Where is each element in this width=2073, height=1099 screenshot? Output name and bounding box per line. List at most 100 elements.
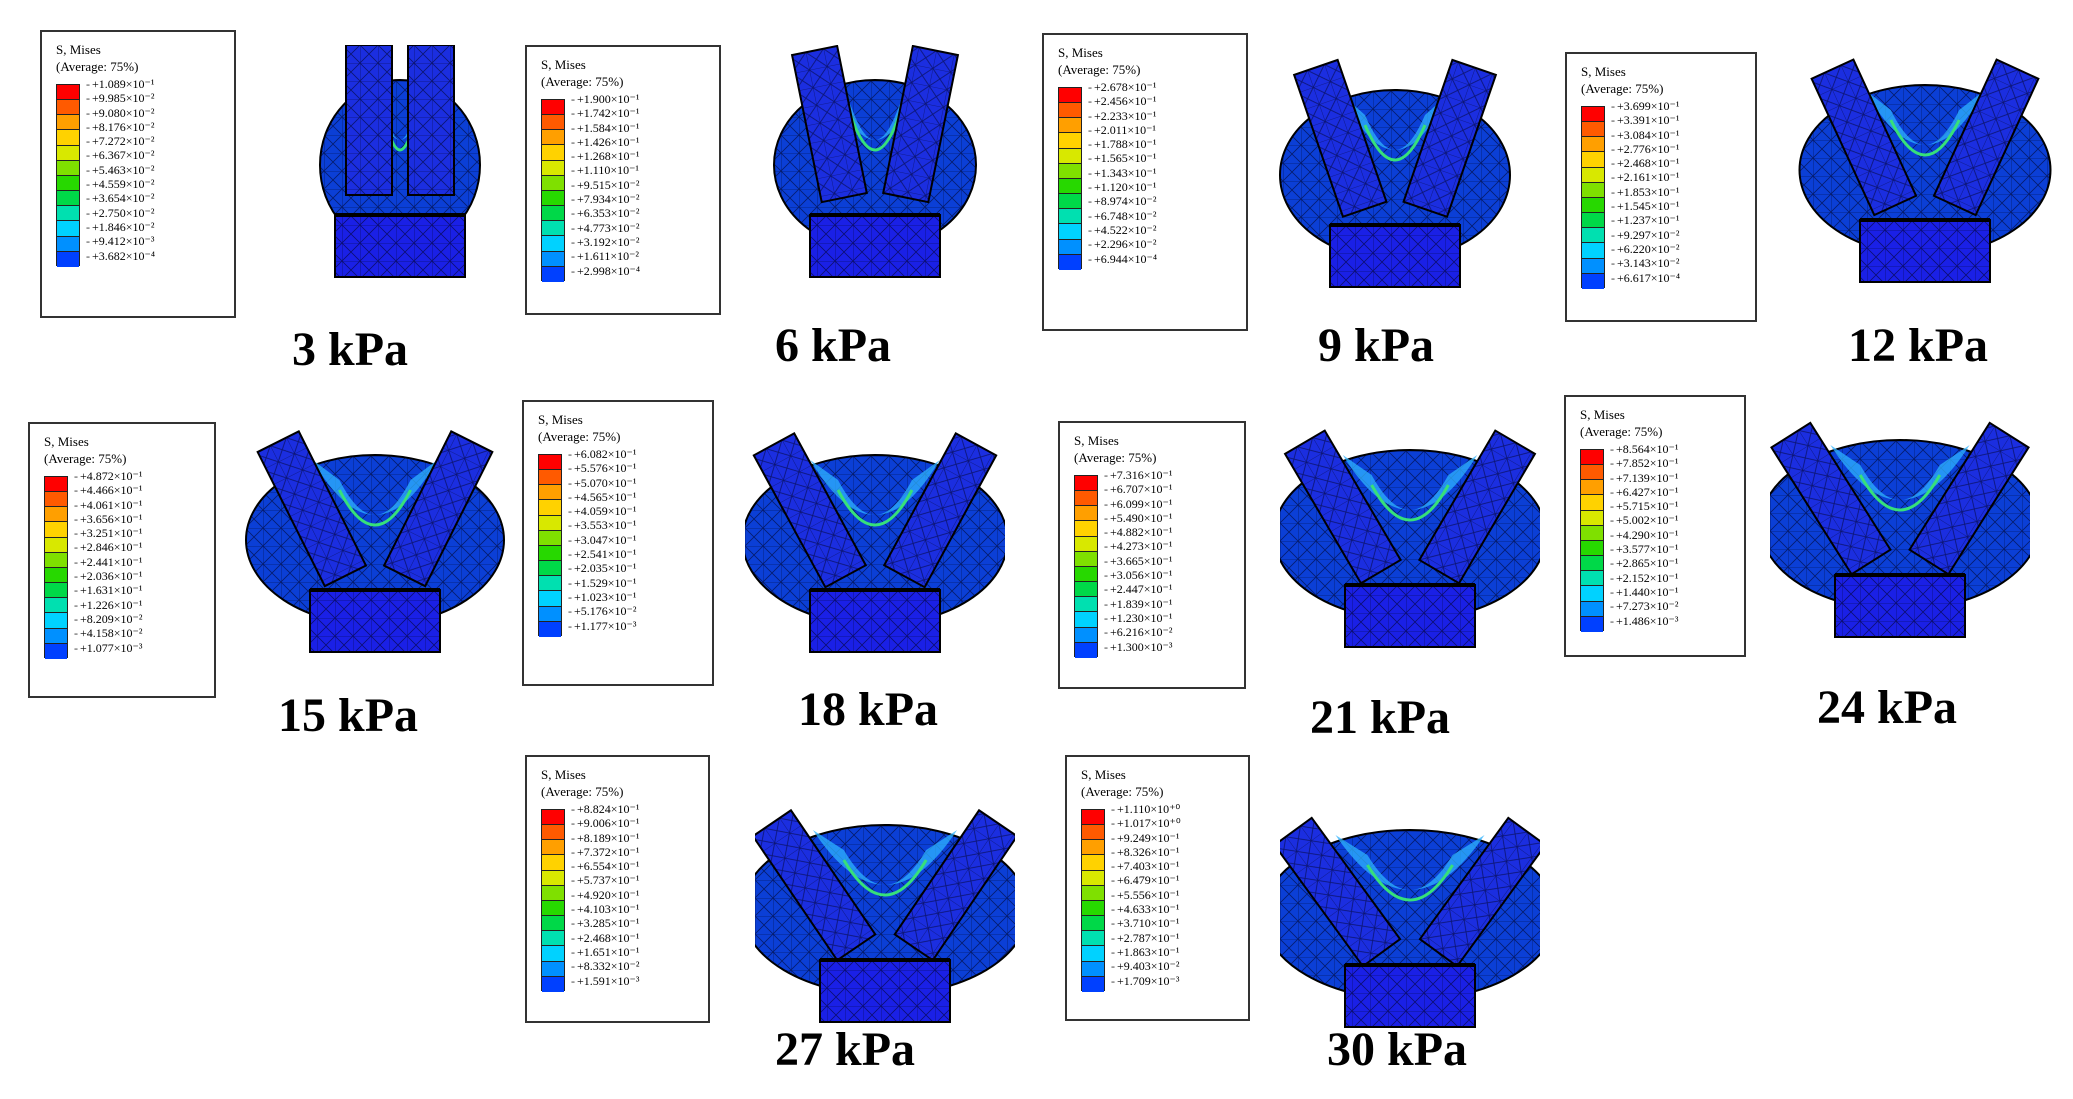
legend-value: +4.920×10⁻¹ [571, 888, 639, 902]
legend-value: +5.576×10⁻¹ [568, 461, 636, 475]
color-scale-cell [1082, 885, 1104, 901]
legend-title: S, Mises [538, 412, 583, 427]
legend-value: +3.577×10⁻¹ [1610, 542, 1678, 556]
legend-box: S, Mises (Average: 75%) +1.900×10⁻¹+1.742×… [525, 45, 721, 315]
legend-value: +8.189×10⁻¹ [571, 831, 639, 845]
color-scale-cell [542, 251, 564, 267]
legend-value: +2.468×10⁻¹ [1611, 156, 1680, 170]
color-scale-cell [1581, 510, 1603, 526]
color-scale-bar [541, 99, 565, 282]
color-scale-cell [1082, 900, 1104, 917]
gripper-stress-model [1795, 50, 2055, 315]
color-scale-cell [1059, 239, 1081, 255]
legend-value: +2.846×10⁻¹ [74, 540, 142, 554]
gripper-stress-model [245, 420, 505, 685]
color-scale-bar [1074, 475, 1098, 658]
color-scale-cell [57, 145, 79, 161]
color-scale-cell [1059, 224, 1081, 240]
legend-value: +1.426×10⁻¹ [571, 135, 640, 149]
legend-subtitle: (Average: 75%) [538, 429, 621, 444]
legend-value: +7.934×10⁻² [571, 192, 640, 206]
legend-value: +2.036×10⁻¹ [74, 569, 142, 583]
pressure-label: 12 kPa [1848, 319, 1989, 372]
gripper-stress-model [1759, 405, 2041, 670]
color-scale-cell [542, 900, 564, 917]
color-scale-cell [1582, 182, 1604, 198]
color-scale-cell [45, 552, 67, 568]
legend-value: +6.353×10⁻² [571, 206, 640, 220]
color-scale-cell [1059, 163, 1081, 179]
color-scale-cell [57, 221, 79, 237]
legend-value: +3.391×10⁻¹ [1611, 113, 1680, 127]
legend-values: +1.110×10⁺⁰+1.017×10⁺⁰+9.249×10⁻¹+8.326×… [1111, 802, 1181, 988]
legend-value: +1.486×10⁻³ [1610, 614, 1678, 628]
color-scale-cell [45, 598, 67, 614]
color-scale-cell [542, 946, 564, 962]
legend-value: +5.176×10⁻² [568, 604, 636, 618]
legend-box: S, Mises (Average: 75%) +2.678×10⁻¹+2.456×… [1042, 33, 1248, 331]
legend-value: +1.853×10⁻¹ [1611, 185, 1680, 199]
legend-value: +1.545×10⁻¹ [1611, 199, 1680, 213]
legend-value: +2.750×10⁻² [86, 206, 155, 220]
legend-value: +2.776×10⁻¹ [1611, 142, 1680, 156]
legend-value: +8.176×10⁻² [86, 120, 155, 134]
legend-value: +7.273×10⁻² [1610, 599, 1678, 613]
legend-value: +9.403×10⁻² [1111, 959, 1181, 973]
legend-box: S, Mises (Average: 75%) +6.082×10⁻¹+5.576×… [522, 400, 714, 686]
color-scale-cell [1075, 597, 1097, 613]
legend-subtitle: (Average: 75%) [541, 784, 624, 799]
legend-value: +1.089×10⁻¹ [86, 77, 155, 91]
legend-value: +4.273×10⁻¹ [1104, 539, 1172, 553]
legend-value: +1.651×10⁻¹ [571, 945, 639, 959]
legend-value: +9.515×10⁻² [571, 178, 640, 192]
color-scale-cell [539, 455, 561, 471]
legend-value: +1.631×10⁻¹ [74, 583, 142, 597]
legend-value: +3.285×10⁻¹ [571, 916, 639, 930]
color-scale-cell [1059, 148, 1081, 164]
color-scale-cell [57, 115, 79, 131]
color-scale-cell [1059, 178, 1081, 195]
color-scale-cell [1075, 476, 1097, 492]
legend-values: +4.872×10⁻¹+4.466×10⁻¹+4.061×10⁻¹+3.656×… [74, 469, 142, 655]
color-scale-cell [539, 545, 561, 562]
pressure-label: 24 kPa [1817, 681, 1958, 734]
legend-value: +3.192×10⁻² [571, 235, 640, 249]
legend-value: +2.296×10⁻² [1088, 237, 1157, 251]
legend-value: +4.559×10⁻² [86, 177, 155, 191]
color-scale-cell [1582, 122, 1604, 138]
legend-value: +6.082×10⁻¹ [568, 447, 636, 461]
legend-value: +2.998×10⁻⁴ [571, 264, 640, 278]
legend-value: +3.143×10⁻² [1611, 256, 1680, 270]
color-scale-cell [1582, 152, 1604, 168]
color-scale-bar [1058, 87, 1082, 270]
legend-title: S, Mises [541, 767, 586, 782]
color-scale-cell [542, 840, 564, 856]
color-scale-cell [1082, 961, 1104, 977]
color-scale-cell [45, 522, 67, 538]
legend-value: +1.846×10⁻² [86, 220, 155, 234]
color-scale-cell [542, 130, 564, 146]
legend-value: +6.216×10⁻² [1104, 625, 1172, 639]
legend-value: +1.017×10⁺⁰ [1111, 816, 1181, 830]
legend-value: +3.251×10⁻¹ [74, 526, 142, 540]
color-scale-cell [539, 530, 561, 546]
color-scale-cell [1082, 840, 1104, 856]
legend-title: S, Mises [541, 57, 586, 72]
color-scale-cell [57, 175, 79, 192]
color-scale-cell [1059, 118, 1081, 134]
legend-value: +2.678×10⁻¹ [1088, 80, 1157, 94]
legend-subtitle: (Average: 75%) [56, 59, 139, 74]
legend-title: S, Mises [1058, 45, 1103, 60]
legend-title: S, Mises [56, 42, 101, 57]
color-scale-cell [539, 470, 561, 486]
color-scale-cell [57, 85, 79, 101]
color-scale-cell [1581, 450, 1603, 466]
color-scale-cell [57, 100, 79, 116]
legend-value: +6.748×10⁻² [1088, 209, 1157, 223]
legend-value: +1.529×10⁻¹ [568, 576, 636, 590]
legend-values: +2.678×10⁻¹+2.456×10⁻¹+2.233×10⁻¹+2.011×… [1088, 80, 1157, 266]
color-scale-cell [1075, 582, 1097, 598]
color-scale-cell [1082, 810, 1104, 826]
gripper-stress-model [741, 790, 1029, 1055]
pressure-label: 18 kPa [798, 683, 939, 736]
